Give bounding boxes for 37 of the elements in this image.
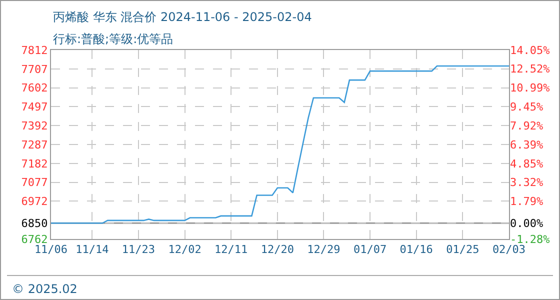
y2-tick-label: 7.92% [510, 119, 544, 132]
x-tick-label: 02/03 [492, 243, 526, 256]
y-tick-label: 7812 [21, 44, 48, 57]
x-tick-label: 12/29 [307, 243, 340, 256]
y2-tick-label: 0.00% [510, 217, 544, 230]
y2-tick-label: 12.52% [510, 62, 550, 76]
line-series [51, 65, 509, 224]
y2-tick-label: 4.85% [510, 157, 544, 170]
x-tick-label: 12/02 [168, 243, 202, 256]
x-tick-label: 01/07 [353, 243, 387, 256]
y-tick-label: 7602 [21, 82, 48, 95]
y-tick-label: 6762 [21, 232, 48, 246]
y-tick-label: 7182 [21, 157, 48, 170]
x-tick-label: 01/25 [446, 243, 480, 256]
x-tick-label: 11/06 [34, 243, 68, 256]
x-tick-label: 12/11 [214, 243, 248, 256]
y-tick-label: 7077 [21, 176, 48, 190]
y-tick-label: 7497 [21, 100, 48, 114]
y-tick-label: 7392 [21, 119, 48, 132]
y-tick-label: 6850 [21, 217, 48, 230]
y2-tick-label: 6.39% [510, 138, 544, 152]
chart-subtitle: 行标:普酸;等级:优等品 [53, 32, 174, 46]
y2-tick-label: 9.45% [510, 100, 544, 114]
x-tick-label: 11/14 [76, 243, 110, 256]
text: © 2025.02 [12, 282, 78, 296]
y-tick-label: 7287 [21, 138, 48, 152]
x-tick-label: 11/23 [122, 243, 156, 256]
y-tick-label: 7707 [21, 62, 48, 76]
y2-tick-label: 1.79% [510, 195, 544, 208]
y2-tick-label: 10.99% [510, 82, 550, 95]
x-tick-label: 01/16 [400, 243, 433, 256]
x-tick-label: 12/20 [260, 243, 294, 256]
y2-tick-label: 3.32% [510, 176, 544, 190]
y-tick-label: 6972 [21, 195, 48, 208]
y2-tick-label: -1.28% [510, 232, 550, 246]
chart-title: 丙烯酸 华东 混合价 2024-11-06 - 2025-02-04 [53, 10, 312, 24]
y2-tick-label: 14.05% [510, 44, 550, 57]
